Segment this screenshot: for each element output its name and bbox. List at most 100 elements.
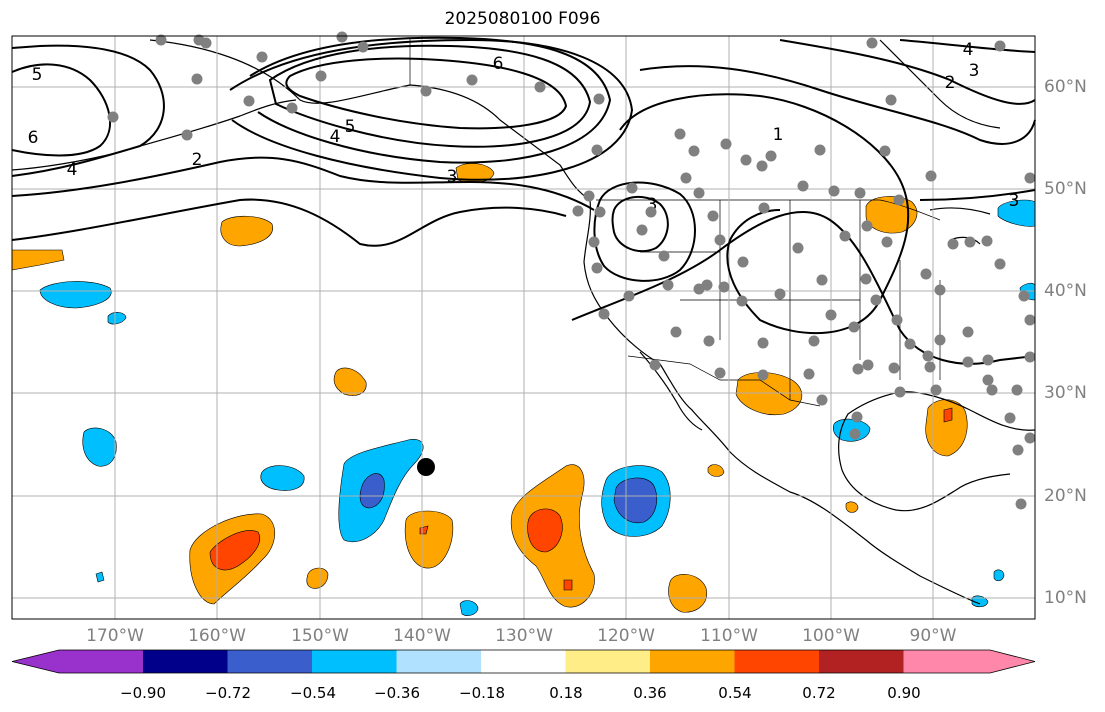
gulf-of-mexico-coast [838, 391, 1036, 512]
station-dot [583, 190, 595, 202]
station-dot [181, 129, 193, 141]
lon-label: 140°W [393, 626, 451, 646]
colorbar-segment [312, 650, 397, 673]
station-dot [986, 384, 998, 396]
colorbar-tick-label: −0.54 [290, 684, 336, 702]
station-dot [851, 411, 863, 423]
contour-east-coast [919, 189, 1036, 201]
station-dot [893, 194, 905, 206]
station-dot [740, 154, 752, 166]
anomaly-orange [707, 464, 725, 477]
station-dot [828, 185, 840, 197]
lon-label: 100°W [802, 626, 860, 646]
station-dot [866, 37, 878, 49]
contour-label: 3 [1009, 191, 1020, 211]
contour-label: 6 [493, 54, 504, 74]
station-dot [466, 74, 478, 86]
station-dot [701, 279, 713, 291]
station-dot [925, 170, 937, 182]
us-canada-border [596, 199, 941, 221]
anomaly-orange [404, 510, 454, 569]
station-dot [904, 338, 916, 350]
station-dot [598, 308, 610, 320]
station-dot [924, 361, 936, 373]
political-borders [409, 38, 941, 407]
contour-3 [229, 38, 634, 181]
lon-label: 170°W [86, 626, 144, 646]
contour-ring-1 [11, 198, 567, 247]
station-dot [930, 384, 942, 396]
contour-label: 6 [28, 128, 39, 148]
station-dot [315, 70, 327, 82]
station-dot [861, 220, 873, 232]
anomaly-red [209, 530, 260, 571]
colorbar-tick-label: −0.18 [459, 684, 505, 702]
station-dots [107, 31, 1036, 510]
station-dot [870, 294, 882, 306]
lon-label: 90°W [909, 626, 957, 646]
station-dot [757, 337, 769, 349]
station-dot [757, 369, 769, 381]
colorbar-outline [11, 649, 1036, 674]
colorbar-extend-max [990, 650, 1035, 673]
colorbar-segment [819, 650, 904, 673]
colorbar-segment [227, 650, 313, 673]
anomaly-blue [971, 595, 989, 608]
map-title: 2025080100 F096 [444, 9, 601, 29]
station-dot [1015, 498, 1027, 510]
station-dot [814, 144, 826, 156]
colorbar-tick-label: 0.54 [718, 684, 752, 702]
contour-label: 3 [647, 195, 658, 215]
station-dot [674, 128, 686, 140]
station-dot [920, 268, 932, 280]
station-dot [962, 326, 974, 338]
contour-low-outer [593, 181, 696, 282]
colorbar-segment [734, 650, 820, 673]
lon-label: 160°W [188, 626, 246, 646]
station-dot [816, 274, 828, 286]
station-dot [854, 187, 866, 199]
colorbar-segment [650, 650, 735, 673]
contour-label: 4 [963, 40, 974, 60]
station-dot [357, 41, 369, 53]
station-dot [714, 234, 726, 246]
colorbar-segment [481, 650, 566, 673]
contour-label: 5 [32, 65, 43, 85]
anomaly-orange [220, 215, 273, 247]
colorbar-tick-label: 0.18 [549, 684, 583, 702]
lat-label: 20°N [1044, 486, 1087, 506]
station-dot [155, 34, 167, 46]
contour-ne-3 [779, 39, 1036, 105]
contour-label: 3 [969, 61, 980, 81]
contour-label: 4 [330, 127, 341, 147]
station-dot [947, 238, 959, 250]
station-dot [774, 288, 786, 300]
station-dot [693, 187, 705, 199]
station-dot [839, 230, 851, 242]
anomaly-blue [260, 465, 305, 491]
contour-label: 4 [67, 160, 78, 180]
station-dot [797, 180, 809, 192]
colorbar-segment [59, 650, 143, 673]
station-dot [623, 290, 635, 302]
station-dot [736, 295, 748, 307]
anomaly-orange [333, 367, 367, 396]
station-dot [994, 258, 1006, 270]
lat-label: 30°N [1044, 383, 1087, 403]
station-dot [645, 206, 657, 218]
station-dot [982, 354, 994, 366]
station-dot [891, 314, 903, 326]
contour-6-east [285, 57, 568, 130]
lon-label: 110°W [700, 626, 758, 646]
station-dot [792, 242, 804, 254]
station-dot [688, 145, 700, 157]
station-dot [1024, 351, 1036, 363]
lat-label: 40°N [1044, 281, 1087, 301]
anomaly-blue [459, 600, 479, 616]
station-dot [1004, 412, 1016, 424]
anomaly-blue [993, 569, 1005, 582]
contour-1 [619, 93, 910, 335]
colorbar-tick-label: 0.90 [887, 684, 921, 702]
station-dot [591, 144, 603, 156]
station-dot [670, 326, 682, 338]
